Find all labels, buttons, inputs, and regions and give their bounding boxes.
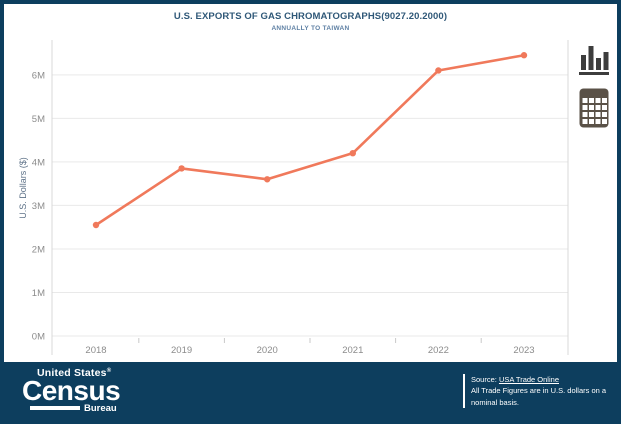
data-point-2023[interactable] — [520, 52, 528, 59]
bar-chart-icon — [579, 46, 609, 75]
logo-bureau: Bureau — [84, 402, 117, 414]
data-point-2020[interactable] — [264, 176, 271, 183]
x-tick-label: 2019 — [171, 345, 192, 356]
x-tick-label: 2018 — [85, 345, 106, 356]
chart-area: U.S. EXPORTS OF GAS CHROMATOGRAPHS(9027.… — [4, 4, 617, 362]
data-point-2018[interactable] — [92, 221, 100, 229]
line-chart: 0M 1M 2M 3M 4M 5M 6M 2018 2019 2020 2021 2022 2023 U.… — [18, 40, 569, 356]
table-icon — [579, 88, 609, 128]
logo-united-states: United States® — [37, 367, 112, 380]
x-tick-label: 2022 — [428, 345, 449, 356]
y-tick-label: 6M — [32, 70, 45, 81]
y-tick-label: 4M — [32, 157, 45, 168]
y-tick-label: 3M — [32, 201, 45, 212]
data-point-2021[interactable] — [349, 149, 356, 157]
source-line: Source: USA Trade Online — [471, 374, 609, 386]
footer-bar: United States® Census Bureau Source: USA… — [4, 362, 617, 420]
chart-subtitle: ANNUALLY TO TAIWAN — [271, 25, 350, 32]
source-label: Source: — [471, 374, 497, 384]
usa-trade-online-link[interactable]: USA Trade Online — [498, 374, 559, 384]
table-view-button[interactable] — [579, 88, 609, 128]
view-toolbar — [574, 42, 614, 128]
y-tick-label: 1M — [32, 288, 45, 299]
y-tick-label: 0M — [32, 332, 45, 343]
y-tick-label: 5M — [32, 114, 45, 125]
x-tick-label: 2020 — [257, 345, 278, 356]
data-point-2019[interactable] — [178, 165, 185, 172]
y-axis-title: U.S. Dollars ($) — [18, 157, 28, 219]
source-attribution: Source: USA Trade Online All Trade Figur… — [463, 373, 609, 409]
bar-chart-view-button[interactable] — [579, 42, 609, 75]
logo-census: Census — [22, 374, 121, 406]
logo-bureau-row: Bureau — [30, 403, 120, 414]
data-point-2022[interactable] — [435, 67, 442, 74]
source-note: All Trade Figures are in U.S. dollars on… — [471, 386, 607, 407]
trend-line — [94, 53, 526, 227]
chart-title: U.S. EXPORTS OF GAS CHROMATOGRAPHS(9027.… — [173, 11, 448, 22]
x-tick-label: 2021 — [342, 345, 363, 356]
chart-header: U.S. EXPORTS OF GAS CHROMATOGRAPHS(9027.… — [4, 11, 617, 32]
registered-mark: ® — [106, 368, 112, 375]
y-tick-label: 2M — [32, 244, 45, 255]
x-tick-label: 2023 — [513, 345, 534, 356]
census-bureau-logo: United States® Census Bureau — [22, 367, 121, 414]
logo-underline — [30, 406, 80, 411]
